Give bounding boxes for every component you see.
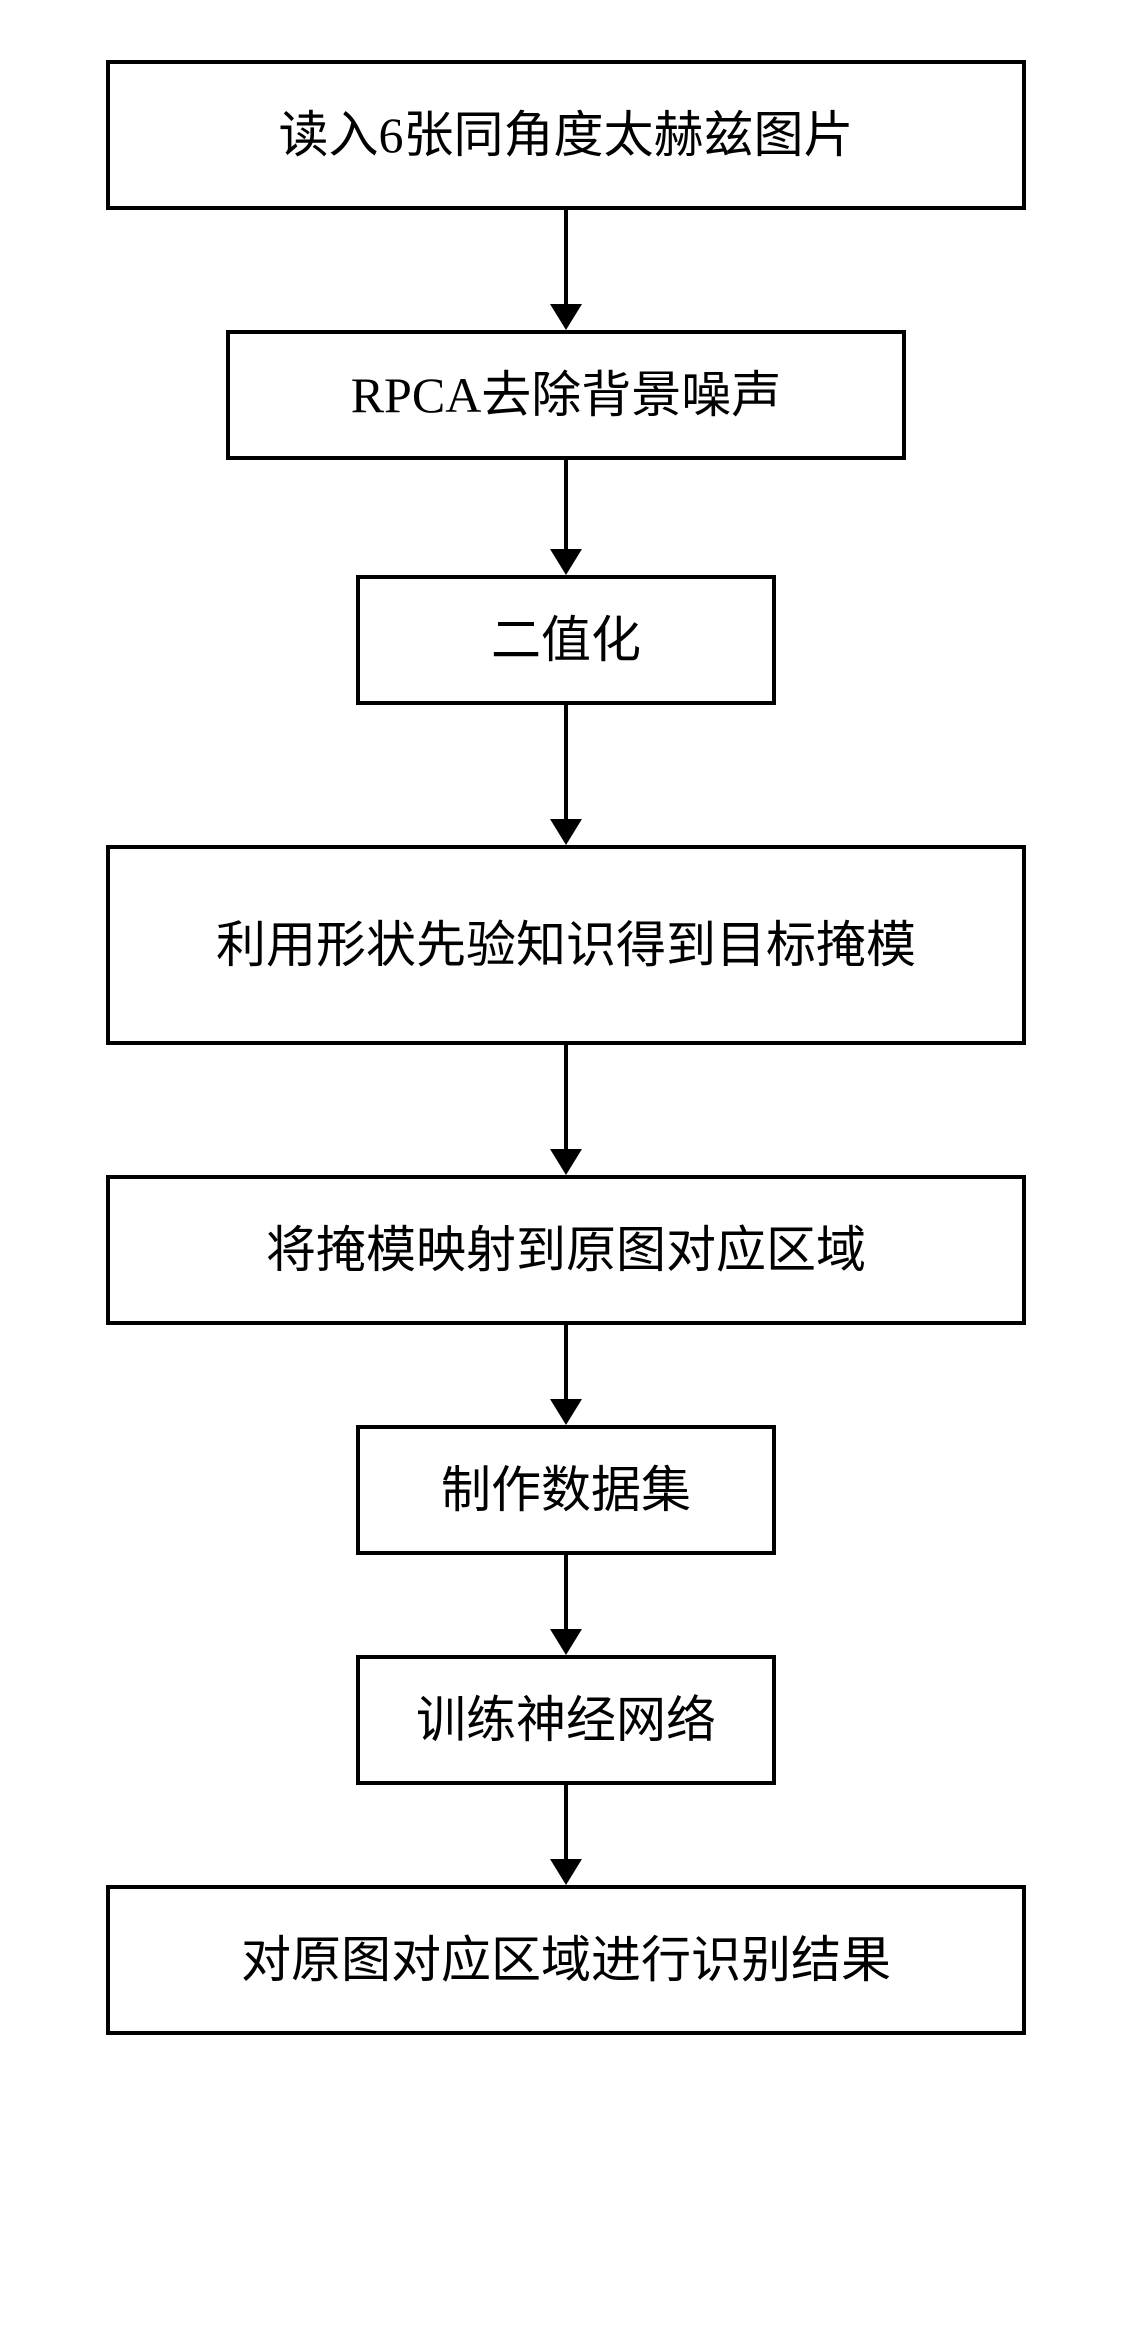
flowchart-node-1: 读入6张同角度太赫兹图片	[106, 60, 1026, 210]
flowchart-arrow	[550, 1045, 582, 1175]
flowchart-arrow	[550, 1555, 582, 1655]
arrow-line	[564, 1325, 568, 1399]
node-label: 读入6张同角度太赫兹图片	[279, 105, 854, 165]
arrow-head-icon	[550, 1399, 582, 1425]
node-label: 制作数据集	[441, 1460, 691, 1520]
node-label: 训练神经网络	[416, 1690, 716, 1750]
node-label: 利用形状先验知识得到目标掩模	[216, 915, 916, 975]
arrow-head-icon	[550, 819, 582, 845]
arrow-line	[564, 705, 568, 819]
arrow-line	[564, 1785, 568, 1859]
arrow-head-icon	[550, 1859, 582, 1885]
flowchart-arrow	[550, 1325, 582, 1425]
flowchart-node-4: 利用形状先验知识得到目标掩模	[106, 845, 1026, 1045]
flowchart-container: 读入6张同角度太赫兹图片 RPCA去除背景噪声 二值化 利用形状先验知识得到目标…	[66, 60, 1066, 2035]
flowchart-node-2: RPCA去除背景噪声	[226, 330, 906, 460]
flowchart-node-5: 将掩模映射到原图对应区域	[106, 1175, 1026, 1325]
node-label: RPCA去除背景噪声	[351, 365, 782, 425]
flowchart-node-3: 二值化	[356, 575, 776, 705]
arrow-head-icon	[550, 549, 582, 575]
flowchart-arrow	[550, 1785, 582, 1885]
arrow-line	[564, 1045, 568, 1149]
flowchart-arrow	[550, 210, 582, 330]
arrow-head-icon	[550, 304, 582, 330]
flowchart-arrow	[550, 705, 582, 845]
flowchart-arrow	[550, 460, 582, 575]
arrow-line	[564, 460, 568, 549]
node-label: 将掩模映射到原图对应区域	[266, 1220, 866, 1280]
arrow-line	[564, 210, 568, 304]
flowchart-node-7: 训练神经网络	[356, 1655, 776, 1785]
node-label: 对原图对应区域进行识别结果	[241, 1930, 891, 1990]
arrow-head-icon	[550, 1629, 582, 1655]
flowchart-node-8: 对原图对应区域进行识别结果	[106, 1885, 1026, 2035]
flowchart-node-6: 制作数据集	[356, 1425, 776, 1555]
node-label: 二值化	[491, 610, 641, 670]
arrow-head-icon	[550, 1149, 582, 1175]
arrow-line	[564, 1555, 568, 1629]
